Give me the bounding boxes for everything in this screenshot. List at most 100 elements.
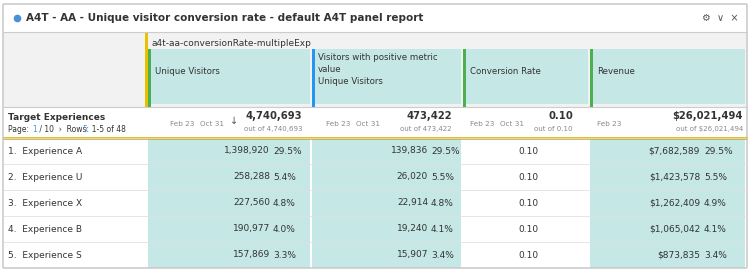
Bar (466, 49, 588, 104)
Text: out of 4,740,693: out of 4,740,693 (244, 126, 302, 132)
Text: 139,836: 139,836 (391, 147, 428, 156)
Text: 22,914: 22,914 (397, 199, 428, 208)
Text: 0.10: 0.10 (518, 224, 538, 233)
Text: 5.5%: 5.5% (431, 172, 454, 181)
Bar (3, 216, 747, 242)
Text: 4.0%: 4.0% (273, 224, 296, 233)
Text: Visitors with positive metric: Visitors with positive metric (318, 52, 438, 61)
Bar (590, 216, 745, 242)
Text: Oct 31: Oct 31 (200, 121, 224, 127)
Bar (590, 138, 745, 164)
Bar (148, 190, 310, 216)
Text: 473,422: 473,422 (406, 111, 452, 121)
Text: a4t-aa-conversionRate-multipleExp: a4t-aa-conversionRate-multipleExp (152, 39, 312, 48)
Text: 5: 5 (82, 125, 87, 134)
Text: 3.4%: 3.4% (704, 251, 727, 259)
Bar (315, 49, 461, 104)
Text: 19,240: 19,240 (397, 224, 428, 233)
Bar (3, 242, 747, 268)
Text: 4.8%: 4.8% (273, 199, 296, 208)
Bar (148, 216, 310, 242)
Text: 157,869: 157,869 (232, 251, 270, 259)
Text: out of $26,021,494: out of $26,021,494 (676, 126, 743, 132)
Text: $1,423,578: $1,423,578 (649, 172, 700, 181)
Text: Feb 23: Feb 23 (326, 121, 350, 127)
Text: 0.10: 0.10 (518, 199, 538, 208)
Text: 4.8%: 4.8% (431, 199, 454, 208)
Text: Feb 23: Feb 23 (170, 121, 194, 127)
Bar (3, 190, 747, 216)
Text: $7,682,589: $7,682,589 (649, 147, 700, 156)
Bar (3, 138, 747, 164)
Text: 1-5 of 48: 1-5 of 48 (87, 125, 126, 134)
Text: value: value (318, 64, 341, 73)
Text: ↓: ↓ (230, 116, 238, 126)
Bar (151, 49, 310, 104)
Bar (312, 138, 461, 164)
Text: Oct 31: Oct 31 (500, 121, 524, 127)
Text: 29.5%: 29.5% (704, 147, 733, 156)
Text: 3.3%: 3.3% (273, 251, 296, 259)
Bar (590, 242, 745, 268)
Text: 4.1%: 4.1% (704, 224, 727, 233)
Text: 0.10: 0.10 (518, 147, 538, 156)
Bar (312, 216, 461, 242)
Text: 3.  Experience X: 3. Experience X (8, 199, 82, 208)
Bar (148, 242, 310, 268)
Text: Revenue: Revenue (597, 67, 634, 76)
Bar (312, 190, 461, 216)
Text: 5.5%: 5.5% (704, 172, 727, 181)
Bar (312, 164, 461, 190)
Text: Feb 23: Feb 23 (597, 121, 621, 127)
Bar (3, 4, 747, 32)
Text: Oct 31: Oct 31 (356, 121, 380, 127)
Text: 26,020: 26,020 (397, 172, 428, 181)
Text: 29.5%: 29.5% (273, 147, 302, 156)
Text: ⚙  ∨  ×: ⚙ ∨ × (701, 13, 738, 23)
Text: 0.10: 0.10 (548, 111, 573, 121)
Text: / 10  ›  Rows:: / 10 › Rows: (37, 125, 92, 134)
Text: Unique Visitors: Unique Visitors (318, 76, 382, 85)
Bar (590, 190, 745, 216)
Text: 29.5%: 29.5% (431, 147, 460, 156)
Text: A4T - AA - Unique visitor conversion rate - default A4T panel report: A4T - AA - Unique visitor conversion rat… (26, 13, 423, 23)
Bar (148, 49, 151, 107)
Text: 4.  Experience B: 4. Experience B (8, 224, 82, 233)
Text: 190,977: 190,977 (232, 224, 270, 233)
Text: 3.4%: 3.4% (431, 251, 454, 259)
Text: 258,288: 258,288 (233, 172, 270, 181)
Text: 0.10: 0.10 (518, 172, 538, 181)
Bar (590, 49, 593, 107)
Bar (593, 49, 745, 104)
Text: Feb 23: Feb 23 (470, 121, 494, 127)
Text: 4.1%: 4.1% (431, 224, 454, 233)
Text: 5.4%: 5.4% (273, 172, 296, 181)
Bar (312, 242, 461, 268)
Bar (148, 138, 310, 164)
Text: 1,398,920: 1,398,920 (224, 147, 270, 156)
Bar (3, 32, 747, 107)
Bar (3, 164, 747, 190)
Text: 4,740,693: 4,740,693 (245, 111, 302, 121)
Text: $1,262,409: $1,262,409 (649, 199, 700, 208)
Text: 4.9%: 4.9% (704, 199, 727, 208)
Text: 0.10: 0.10 (518, 251, 538, 259)
Text: 1: 1 (32, 125, 37, 134)
Bar (463, 49, 466, 107)
Text: Unique Visitors: Unique Visitors (155, 67, 220, 76)
Text: $26,021,494: $26,021,494 (673, 111, 743, 121)
Text: out of 473,422: out of 473,422 (400, 126, 452, 132)
Bar (145, 32, 148, 107)
Text: 5.  Experience S: 5. Experience S (8, 251, 82, 259)
Text: $873,835: $873,835 (657, 251, 700, 259)
Bar (148, 164, 310, 190)
Text: 1.  Experience A: 1. Experience A (8, 147, 82, 156)
Bar (590, 164, 745, 190)
Text: Conversion Rate: Conversion Rate (470, 67, 541, 76)
Bar (312, 49, 315, 107)
Text: 15,907: 15,907 (397, 251, 428, 259)
Text: 227,560: 227,560 (233, 199, 270, 208)
Text: 2.  Experience U: 2. Experience U (8, 172, 82, 181)
Text: $1,065,042: $1,065,042 (649, 224, 700, 233)
Text: Page:: Page: (8, 125, 32, 134)
